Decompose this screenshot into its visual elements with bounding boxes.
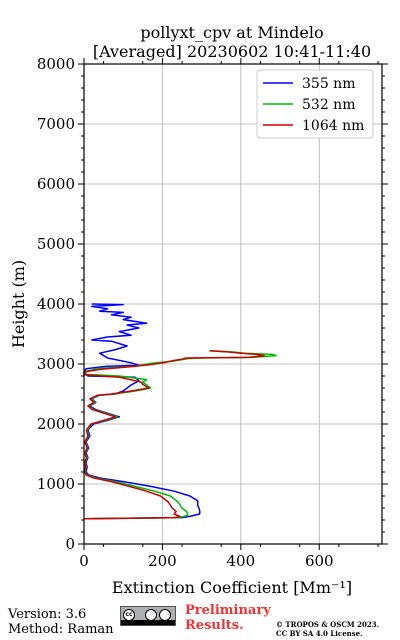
y-axis-label: Height (m) bbox=[9, 260, 28, 348]
legend-label-1064: 1064 nm bbox=[302, 118, 364, 134]
copyright-line1: © TROPOS & OSCM 2023. bbox=[276, 620, 380, 629]
x-tick-label: 600 bbox=[305, 552, 334, 570]
y-tick-label: 1000 bbox=[37, 475, 75, 493]
cc-badge-strip bbox=[121, 620, 175, 625]
y-tick-label: 5000 bbox=[37, 235, 75, 253]
axis-ticks: 0 200 400 600010002000300040005000600070008… bbox=[37, 55, 388, 570]
preliminary-notice: Preliminary Results. bbox=[185, 603, 271, 633]
x-axis-label: Extinction Coefficient [Mm⁻¹] bbox=[112, 578, 352, 597]
copyright-notice: © TROPOS & OSCM 2023. CC BY SA 4.0 Licen… bbox=[276, 620, 379, 638]
plot-frame bbox=[83, 63, 383, 545]
version-text: Version: 3.6 bbox=[8, 607, 87, 622]
series-line-1064-nm bbox=[83, 350, 266, 520]
x-tick-label: 200 bbox=[148, 552, 177, 570]
y-tick-label: 7000 bbox=[37, 115, 75, 133]
y-tick-label: 6000 bbox=[37, 175, 75, 193]
y-tick-label: 4000 bbox=[37, 295, 75, 313]
preliminary-line2: Results. bbox=[185, 618, 244, 633]
y-tick-label: 8000 bbox=[37, 55, 75, 73]
chart-title: pollyxt_cpv at Mindelo bbox=[140, 23, 323, 42]
cc-license-badge: cc bbox=[120, 606, 176, 626]
legend-label-532: 532 nm bbox=[302, 97, 355, 113]
y-tick-label: 3000 bbox=[37, 355, 75, 373]
preliminary-line1: Preliminary bbox=[185, 603, 271, 618]
legend-label-355: 355 nm bbox=[302, 76, 355, 92]
y-tick-label: 0 bbox=[65, 535, 75, 553]
x-tick-label: 0 bbox=[79, 552, 89, 570]
legend: 355 nm 532 nm 1064 nm bbox=[256, 69, 374, 139]
y-tick-label: 2000 bbox=[37, 415, 75, 433]
series-lines bbox=[83, 303, 277, 520]
legend-box bbox=[256, 69, 374, 139]
chart-subtitle: [Averaged] 20230602 10:41-11:40 bbox=[93, 42, 371, 61]
copyright-line2: CC BY SA 4.0 License. bbox=[276, 629, 363, 638]
method-text: Method: Raman bbox=[8, 622, 114, 637]
x-tick-label: 400 bbox=[227, 552, 256, 570]
